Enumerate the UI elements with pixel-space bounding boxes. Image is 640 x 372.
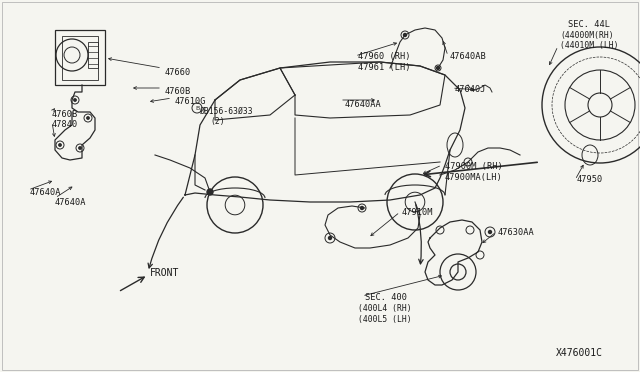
Text: SEC. 44L: SEC. 44L [568,20,610,29]
Text: ØB156-63Ø33: ØB156-63Ø33 [200,107,253,116]
Bar [88,42,98,68]
Circle shape [436,67,440,70]
Text: (44010M (LH): (44010M (LH) [560,41,618,50]
Text: (2): (2) [210,117,225,126]
Text: 47950: 47950 [577,175,604,184]
Text: B: B [195,106,199,110]
Text: 47640AA: 47640AA [345,100,381,109]
Text: 47610G: 47610G [175,97,207,106]
Circle shape [360,206,364,209]
Text: 47910M: 47910M [402,208,433,217]
Circle shape [87,117,89,119]
Bar [55,30,105,85]
Text: 47900M (RH): 47900M (RH) [445,162,503,171]
Text: 47840: 47840 [52,120,78,129]
Circle shape [403,33,406,36]
Text: 4760B: 4760B [165,87,191,96]
Text: 47640J: 47640J [455,85,486,94]
Text: 47640A: 47640A [30,188,61,197]
Circle shape [79,147,81,149]
Text: 47660: 47660 [165,68,191,77]
Text: (44000M(RH): (44000M(RH) [560,31,614,40]
Circle shape [74,99,76,101]
Text: (400L4 (RH): (400L4 (RH) [358,304,412,313]
Text: 4760B: 4760B [52,110,78,119]
Text: X476001C: X476001C [556,348,603,358]
Text: 47961 (LH): 47961 (LH) [358,63,410,72]
Text: 47640AB: 47640AB [450,52,487,61]
Text: SEC. 400: SEC. 400 [365,293,407,302]
Text: 47640A: 47640A [55,198,86,207]
Text: (400L5 (LH): (400L5 (LH) [358,315,412,324]
Text: 47630AA: 47630AA [498,228,535,237]
Circle shape [207,189,213,195]
Circle shape [59,144,61,146]
Circle shape [488,231,492,234]
Text: 47900MA(LH): 47900MA(LH) [445,173,503,182]
Circle shape [328,237,332,240]
Bar [62,36,98,80]
Text: 47960 (RH): 47960 (RH) [358,52,410,61]
Text: FRONT: FRONT [150,268,179,278]
